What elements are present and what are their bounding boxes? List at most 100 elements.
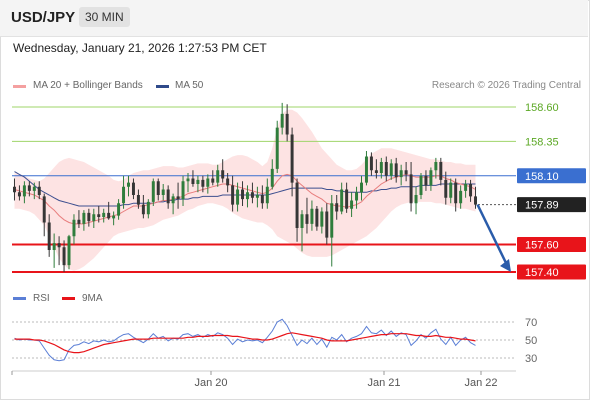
symbol-title: USD/JPY: [11, 9, 76, 26]
candle-body: [241, 189, 245, 200]
candle-body: [265, 186, 269, 204]
candle-body: [67, 236, 71, 266]
candle-body: [72, 219, 76, 237]
candle-body: [270, 168, 274, 187]
candle-body: [52, 243, 56, 250]
level-value: 157.60: [525, 240, 559, 252]
candle-body: [62, 247, 66, 266]
level-tag: [517, 264, 586, 280]
candle-body: [399, 170, 403, 178]
level-tag: [517, 168, 586, 184]
level-value: 157.89: [525, 200, 559, 212]
candle-body: [231, 185, 235, 205]
candle-body: [419, 175, 423, 195]
time-tick-label: Jan 20: [194, 377, 227, 389]
candle-body: [245, 192, 249, 200]
candle-body: [196, 179, 200, 184]
candle-body: [42, 196, 46, 223]
candle-body: [171, 196, 175, 204]
candle-body: [355, 192, 359, 201]
rsi-ma-legend-label: 9MA: [82, 293, 103, 304]
candle-body: [434, 162, 438, 171]
candle-body: [211, 178, 215, 183]
rsi-tick-label: 50: [525, 335, 537, 347]
candle-body: [107, 212, 111, 219]
candle-body: [330, 203, 334, 238]
candle-body: [151, 181, 155, 202]
ma20-legend-swatch: [13, 85, 26, 88]
candle-body: [275, 127, 279, 169]
candle-body: [92, 214, 96, 222]
candle-body: [201, 179, 205, 187]
candle-body: [469, 184, 473, 197]
candle-body: [424, 175, 428, 186]
candle-body: [474, 196, 478, 205]
candle-body: [414, 195, 418, 204]
candle-body: [161, 189, 165, 195]
candle-body: [369, 156, 373, 171]
candle-body: [112, 215, 116, 219]
candle-body: [464, 184, 468, 191]
rsi-tick-label: 30: [525, 353, 537, 365]
candle-body: [429, 170, 433, 186]
candle-body: [37, 186, 41, 195]
candle-body: [27, 185, 31, 191]
forecast-arrowhead: [500, 259, 511, 272]
level-label-resistance: 158.35: [525, 136, 559, 148]
candle-body: [454, 182, 458, 204]
bollinger-band: [14, 109, 476, 271]
level-label-support: 157.60: [517, 237, 586, 252]
rsi-tick-label: 70: [525, 317, 537, 329]
forecast-arrow: [476, 204, 509, 266]
level-value: 158.60: [525, 102, 559, 114]
candle-body: [206, 178, 210, 187]
time-tick-label: Jan 22: [464, 377, 497, 389]
ma50-line: [14, 171, 476, 207]
level-label-support: 157.40: [517, 264, 586, 280]
candle-body: [250, 192, 254, 198]
rsi-legend-swatch: [13, 297, 26, 300]
ma20-legend-label: MA 20 + Bollinger Bands: [33, 80, 143, 91]
copyright-text: Research © 2026 Trading Central: [431, 80, 581, 91]
candle-body: [444, 179, 448, 198]
candle-body: [285, 113, 289, 135]
candle-body: [255, 195, 259, 198]
candle-body: [300, 214, 304, 228]
candle-body: [102, 212, 106, 217]
candle-body: [325, 211, 329, 238]
candle-body: [260, 195, 264, 204]
rsi-ma-legend-swatch: [62, 297, 75, 300]
candle-body: [280, 113, 284, 128]
candle-body: [12, 186, 16, 193]
candle-body: [97, 214, 101, 217]
candle-body: [295, 182, 299, 228]
candle-body: [449, 182, 453, 198]
candle-body: [310, 208, 314, 224]
candle-body: [141, 204, 145, 215]
timestamp: Wednesday, January 21, 2026 1:27:53 PM C…: [13, 41, 267, 55]
candle-body: [384, 162, 388, 176]
time-tick-label: Jan 21: [367, 377, 400, 389]
candle-body: [191, 178, 195, 184]
rsi-ma-line: [14, 332, 476, 354]
candle-body: [57, 243, 61, 248]
candle-body: [315, 208, 319, 227]
candle-body: [166, 189, 170, 204]
candle-body: [77, 219, 81, 224]
candle-body: [459, 190, 463, 204]
candle-body: [82, 212, 86, 224]
rsi-line: [14, 318, 476, 362]
candle-body: [136, 195, 140, 205]
candle-body: [47, 222, 51, 250]
candle-body: [364, 156, 368, 183]
candle-body: [22, 185, 26, 197]
candle-body: [17, 192, 21, 197]
candle-body: [221, 170, 225, 179]
candle-body: [404, 170, 408, 175]
candle-body: [389, 163, 393, 176]
candle-body: [409, 174, 413, 204]
candle-body: [379, 162, 383, 173]
level-label-current: 157.89: [517, 197, 586, 213]
interval-button[interactable]: 30 MIN: [79, 7, 130, 27]
candle-body: [340, 189, 344, 212]
